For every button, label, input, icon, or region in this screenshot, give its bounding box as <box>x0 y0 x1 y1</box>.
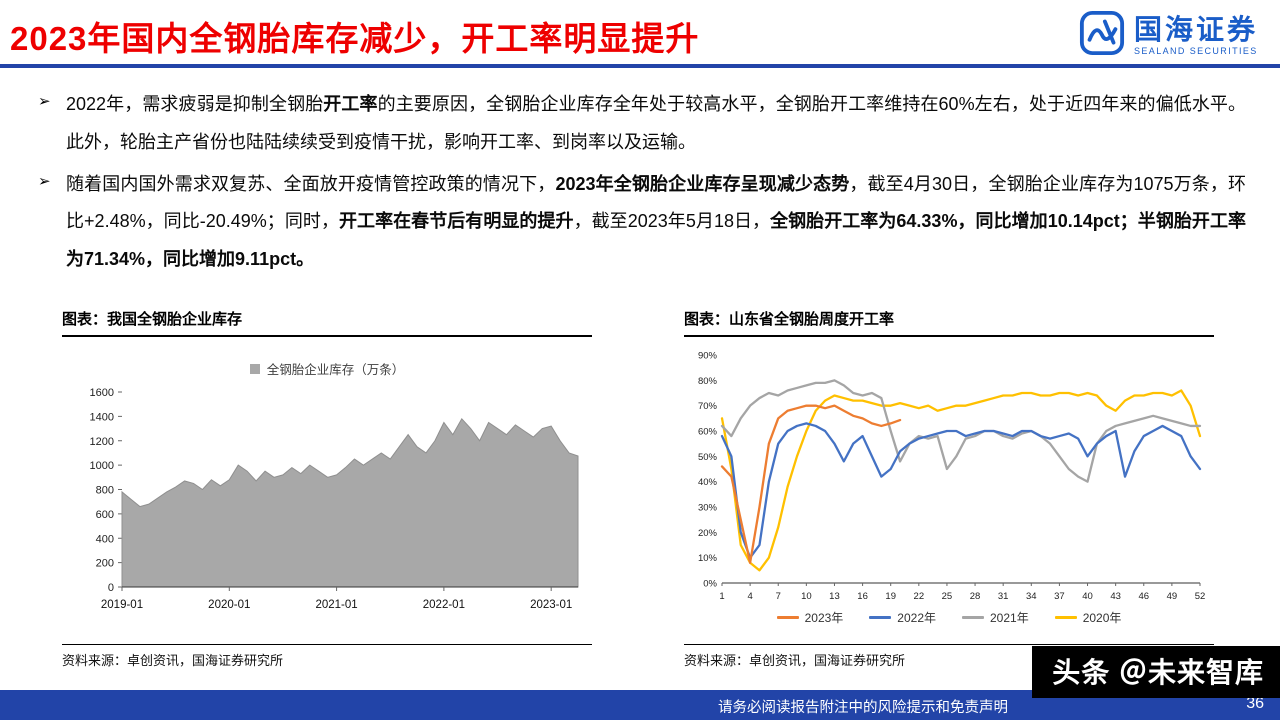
bullet-item: ➢ 随着国内国外需求双复苏、全面放开疫情管控政策的情况下，2023年全钢胎企业库存… <box>38 166 1246 279</box>
svg-text:80%: 80% <box>698 376 718 387</box>
legend-square-swatch <box>249 363 260 374</box>
svg-text:400: 400 <box>96 533 114 545</box>
legend-line-swatch <box>869 616 892 619</box>
svg-text:600: 600 <box>96 509 114 521</box>
svg-text:19: 19 <box>885 591 896 602</box>
svg-text:34: 34 <box>1026 591 1037 602</box>
operating-source: 资料来源：卓创资讯，国海证券研究所 <box>684 644 1214 669</box>
svg-text:1000: 1000 <box>90 460 114 472</box>
sealand-logo: 国海证券 SEALAND SECURITIES <box>1079 10 1258 61</box>
svg-text:2021-01: 2021-01 <box>315 599 357 611</box>
inventory-area-chart: 0 200 400 600 800 1000 1200 1400 1600 2019-01 2020… <box>90 387 579 611</box>
watermark: 头条 ＠未来智库 <box>1032 646 1280 698</box>
inventory-chart-title: 图表：我国全钢胎企业库存 <box>62 308 592 337</box>
page-title: 2023年国内全钢胎库存减少，开工率明显提升 <box>10 20 700 57</box>
legend-label: 2022年 <box>897 611 936 625</box>
legend-item-2022年: 2022年 <box>869 609 936 626</box>
operating-rate-chart-block: 图表：山东省全钢胎周度开工率 0% 10% 20% 30% 40% 50% 60% 70% 80… <box>684 308 1214 668</box>
svg-text:50%: 50% <box>698 452 718 463</box>
svg-text:20%: 20% <box>698 528 718 539</box>
svg-text:13: 13 <box>829 591 840 602</box>
inventory-chart-block: 图表：我国全钢胎企业库存 全钢胎企业库存（万条） 0 200 400 600 800 10… <box>62 308 592 668</box>
svg-text:1: 1 <box>719 591 724 602</box>
svg-text:2019-01: 2019-01 <box>101 599 143 611</box>
operating-rate-line-chart: 0% 10% 20% 30% 40% 50% 60% 70% 80% 90% 1 4 7 10 13 16 19… <box>698 351 1206 603</box>
legend-line-swatch <box>776 616 799 619</box>
svg-text:37: 37 <box>1054 591 1065 602</box>
svg-text:4: 4 <box>747 591 752 602</box>
svg-text:0: 0 <box>108 582 114 594</box>
svg-text:2022-01: 2022-01 <box>423 599 465 611</box>
svg-text:49: 49 <box>1167 591 1178 602</box>
inventory-source: 资料来源：卓创资讯，国海证券研究所 <box>62 644 592 669</box>
svg-text:0%: 0% <box>703 579 717 590</box>
logo-name-cn: 国海证券 <box>1133 14 1258 46</box>
svg-text:800: 800 <box>96 485 114 497</box>
svg-text:16: 16 <box>857 591 868 602</box>
page-number: 36 <box>1246 695 1264 712</box>
bullet-marker: ➢ <box>38 93 51 110</box>
svg-text:25: 25 <box>942 591 953 602</box>
svg-text:46: 46 <box>1138 591 1149 602</box>
inventory-chart-legend: 全钢胎企业库存（万条） <box>62 359 592 378</box>
footer-bar: 请务必阅读报告附注中的风险提示和免责声明 36 <box>0 690 1280 720</box>
svg-text:31: 31 <box>998 591 1009 602</box>
bullet-text: 2022年，需求疲弱是抑制全钢胎开工率的主要原因，全钢胎企业库存全年处于较高水平… <box>66 94 1247 152</box>
bullet-text: 随着国内国外需求双复苏、全面放开疫情管控政策的情况下，2023年全钢胎企业库存呈… <box>66 173 1247 270</box>
svg-text:40%: 40% <box>698 477 718 488</box>
legend-label: 全钢胎企业库存（万条） <box>266 363 405 377</box>
logo-name-en: SEALAND SECURITIES <box>1133 45 1258 56</box>
svg-text:90%: 90% <box>698 351 718 362</box>
legend-item-2023年: 2023年 <box>776 609 844 626</box>
legend-item-2021年: 2021年 <box>962 609 1029 626</box>
svg-text:200: 200 <box>96 558 114 570</box>
svg-text:10%: 10% <box>698 553 718 564</box>
svg-text:43: 43 <box>1110 591 1121 602</box>
legend-line-swatch <box>962 616 984 619</box>
svg-text:1400: 1400 <box>90 411 114 423</box>
svg-text:52: 52 <box>1195 591 1206 602</box>
footer-disclaimer: 请务必阅读报告附注中的风险提示和免责声明 <box>718 700 1008 716</box>
svg-text:10: 10 <box>801 591 812 602</box>
operating-chart-legend: 2023年 2022年 2021年 2020年 <box>684 609 1214 626</box>
operating-chart-title: 图表：山东省全钢胎周度开工率 <box>684 308 1214 337</box>
svg-text:2023-01: 2023-01 <box>530 599 572 611</box>
svg-text:7: 7 <box>776 591 781 602</box>
header-divider <box>0 64 1280 68</box>
legend-line-swatch <box>1054 616 1077 619</box>
svg-text:70%: 70% <box>698 401 718 412</box>
svg-text:1200: 1200 <box>90 436 114 448</box>
svg-text:22: 22 <box>914 591 925 602</box>
sealand-logo-icon <box>1079 10 1125 61</box>
svg-text:40: 40 <box>1082 591 1093 602</box>
legend-label: 2023年 <box>804 611 844 625</box>
svg-text:60%: 60% <box>698 427 718 438</box>
svg-text:30%: 30% <box>698 503 718 514</box>
svg-text:28: 28 <box>970 591 981 602</box>
legend-label: 2021年 <box>990 611 1029 625</box>
bullet-item: ➢ 2022年，需求疲弱是抑制全钢胎开工率的主要原因，全钢胎企业库存全年处于较高水… <box>38 86 1246 162</box>
legend-item-2020年: 2020年 <box>1054 609 1122 626</box>
svg-text:1600: 1600 <box>90 387 114 399</box>
bullet-marker: ➢ <box>38 172 51 190</box>
bullet-list: ➢ 2022年，需求疲弱是抑制全钢胎开工率的主要原因，全钢胎企业库存全年处于较高水… <box>38 86 1246 283</box>
legend-label: 2020年 <box>1082 611 1122 625</box>
svg-text:2020-01: 2020-01 <box>208 599 250 611</box>
